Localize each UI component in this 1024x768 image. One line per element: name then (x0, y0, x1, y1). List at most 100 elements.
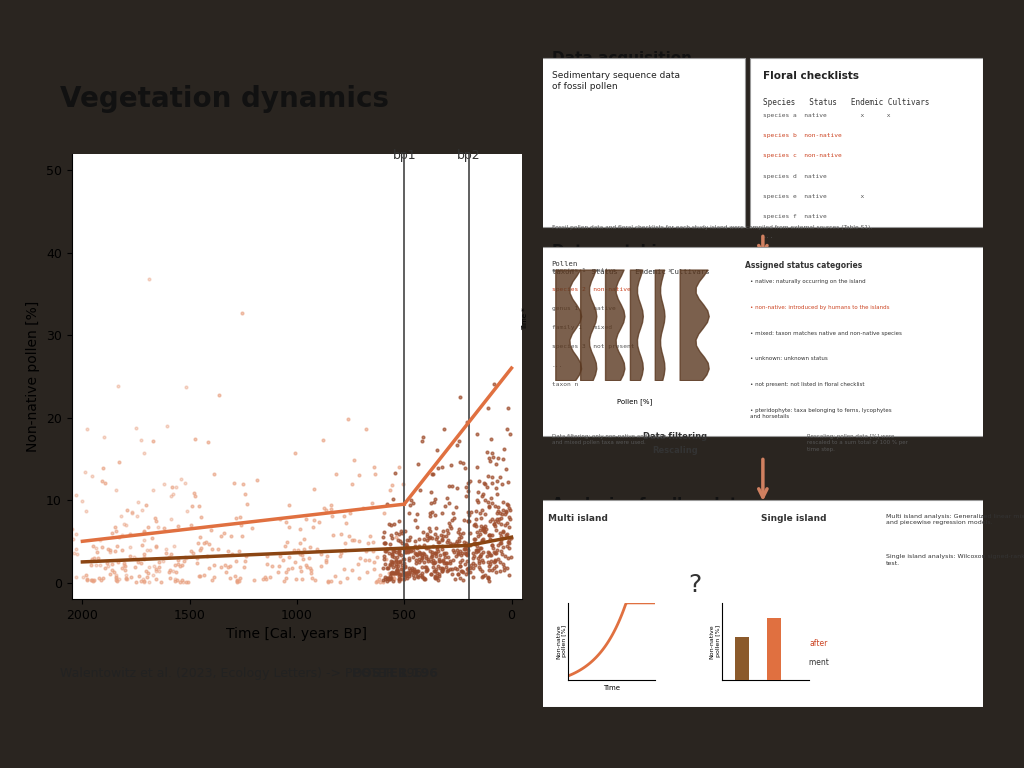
Point (419, 530, 435, 542)
Text: Time *: Time * (522, 307, 528, 330)
Point (88, 559, 104, 571)
Point (457, 543, 473, 555)
Text: species 3  not present: species 3 not present (552, 344, 634, 349)
Point (122, 541, 138, 553)
Point (496, 504, 512, 516)
FancyBboxPatch shape (539, 501, 987, 707)
Point (451, 532, 467, 545)
Point (382, 558, 398, 570)
Point (140, 521, 157, 534)
Point (279, 565, 295, 578)
Point (428, 572, 444, 584)
Point (466, 537, 482, 549)
Text: species c  non-native: species c non-native (763, 154, 842, 158)
Point (206, 468, 222, 480)
Point (386, 571, 402, 584)
Point (153, 576, 169, 588)
Point (482, 532, 499, 545)
Point (115, 529, 131, 541)
Point (423, 551, 439, 563)
Point (453, 549, 469, 561)
Point (483, 564, 500, 576)
Point (165, 565, 181, 578)
Point (201, 538, 217, 551)
Point (220, 561, 237, 573)
Point (136, 525, 153, 537)
Point (430, 536, 446, 548)
Point (101, 545, 118, 558)
Point (488, 507, 505, 519)
Point (472, 541, 488, 554)
Point (410, 571, 426, 583)
Point (456, 514, 472, 526)
Point (468, 525, 484, 538)
Point (399, 534, 416, 546)
FancyBboxPatch shape (539, 247, 987, 436)
Point (114, 562, 130, 574)
Point (136, 534, 153, 546)
Point (380, 571, 396, 584)
Point (427, 571, 443, 584)
Point (206, 571, 222, 583)
Point (477, 523, 494, 535)
Point (425, 556, 441, 568)
Point (140, 576, 157, 588)
Point (292, 523, 308, 535)
Point (482, 555, 499, 568)
Point (452, 391, 468, 403)
Text: Single island analysis: Wilcoxon signed-rank
test.: Single island analysis: Wilcoxon signed-… (886, 554, 1024, 566)
Point (333, 528, 349, 541)
Point (187, 432, 204, 445)
Point (489, 553, 506, 565)
Point (346, 534, 362, 546)
Point (337, 544, 353, 556)
Point (501, 542, 517, 554)
Point (425, 564, 441, 577)
Point (442, 539, 459, 551)
Point (170, 554, 186, 566)
Point (398, 543, 415, 555)
Point (419, 563, 435, 575)
Point (391, 573, 408, 585)
Point (394, 558, 411, 571)
Point (161, 565, 177, 578)
Point (305, 483, 322, 495)
Point (453, 560, 469, 572)
Point (135, 447, 152, 459)
Point (459, 548, 475, 560)
Point (492, 565, 508, 578)
Point (147, 565, 164, 578)
Point (453, 455, 469, 468)
Point (488, 544, 505, 556)
Point (438, 492, 455, 505)
Point (382, 570, 398, 582)
Point (499, 517, 515, 529)
Point (427, 547, 443, 559)
Point (502, 428, 518, 440)
Point (483, 497, 500, 509)
Point (485, 518, 502, 530)
Point (116, 557, 132, 569)
Point (229, 576, 246, 588)
Point (414, 435, 430, 448)
Point (425, 561, 441, 573)
Point (480, 571, 497, 584)
Point (394, 562, 411, 574)
Point (249, 474, 265, 486)
Point (199, 550, 215, 562)
Point (424, 548, 440, 560)
Point (204, 574, 220, 586)
Point (288, 573, 304, 585)
Point (336, 509, 352, 521)
Point (254, 573, 270, 585)
Point (429, 462, 445, 475)
Point (356, 554, 373, 566)
Point (461, 509, 477, 521)
Point (445, 544, 462, 556)
Point (390, 556, 407, 568)
Point (493, 545, 509, 558)
Text: Data acquisition: Data acquisition (552, 51, 691, 66)
Point (388, 564, 404, 577)
Point (430, 574, 446, 586)
Point (425, 554, 441, 566)
